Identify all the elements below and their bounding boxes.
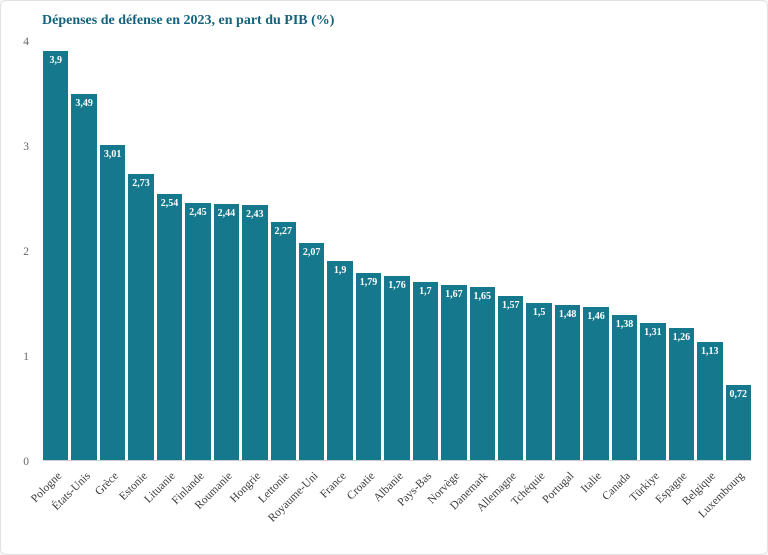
bar: 2,27 (270, 222, 296, 460)
bar: 3,49 (71, 94, 97, 460)
chart-title: Dépenses de défense en 2023, en part du … (42, 13, 335, 28)
x-tick-label: Italie (579, 470, 605, 496)
x-tick-slot: Estonie (117, 462, 153, 552)
bar: 3,9 (43, 51, 69, 460)
bar-value-label: 1,46 (587, 311, 605, 323)
y-tick-label: 0 (23, 456, 29, 468)
x-tick-slot: Tchéquie (509, 462, 551, 552)
bar: 3,01 (99, 144, 126, 460)
x-tick-slot: Portugal (540, 462, 580, 552)
bar-value-label: 3,49 (75, 98, 93, 110)
y-tick-label: 2 (23, 246, 29, 258)
x-tick-slot: Roumanie (193, 462, 239, 552)
x-tick-slot: Italie (579, 462, 608, 552)
bar: 1,79 (355, 272, 382, 460)
x-tick-slot: Albanie (371, 462, 409, 552)
x-tick-slot: Lituanie (142, 462, 182, 552)
bar: 1,48 (554, 304, 581, 460)
bar-value-label: 1,26 (672, 332, 691, 344)
plot-area: 3,9 3,49 3,01 2,73 2,54 2,45 2,44 2,43 2,27 2,07 1… (43, 41, 751, 461)
x-tick-slot: Grèce (93, 462, 125, 552)
y-tick-label: 3 (23, 141, 29, 153)
bar-value-label: 1,79 (359, 276, 378, 288)
bar: 1,38 (611, 315, 638, 460)
y-tick-label: 4 (23, 36, 29, 48)
bar: 0,72 (725, 384, 751, 460)
bar-value-label: 2,07 (302, 247, 321, 259)
x-tick-slot: Croatie (345, 462, 381, 552)
bar-value-label: 1,13 (701, 345, 719, 357)
bar: 1,65 (469, 287, 495, 460)
y-axis: 0 1 2 3 4 (1, 36, 39, 468)
bar-value-label: 1,76 (388, 279, 406, 291)
bar-value-label: 1,5 (532, 306, 546, 318)
x-tick-slot: Luxembourg (696, 462, 751, 552)
bar: 2,73 (128, 174, 154, 460)
x-tick-slot: Canada (600, 462, 637, 552)
bar: 1,26 (668, 328, 695, 460)
x-tick-slot: États-Unis (50, 462, 96, 552)
x-tick-slot: Espagne (654, 462, 694, 552)
bar: 2,07 (298, 243, 325, 460)
bar-value-label: 2,43 (246, 209, 264, 221)
bar-value-label: 2,73 (132, 178, 150, 190)
bar: 1,13 (697, 341, 723, 460)
bar: 1,9 (327, 260, 353, 460)
bar-value-label: 1,31 (644, 326, 662, 338)
x-axis: Pologne États-Unis Grèce Estonie Lituanie Fin… (29, 462, 751, 552)
bar: 1,31 (640, 322, 666, 460)
bar: 2,43 (242, 205, 268, 460)
bar-value-label: 1,48 (558, 308, 577, 320)
x-tick-slot: Türkiye (627, 462, 665, 552)
bar: 2,44 (213, 204, 240, 460)
bar-value-label: 1,7 (419, 285, 432, 297)
bar: 1,57 (498, 295, 524, 460)
bar: 1,67 (441, 285, 467, 460)
bar-value-label: 0,72 (729, 388, 747, 400)
bar: 1,7 (412, 281, 439, 460)
bar-value-label: 2,45 (189, 207, 207, 219)
bar-value-label: 2,27 (274, 226, 292, 238)
bar-value-label: 1,67 (445, 289, 463, 301)
bar-value-label: 3,9 (49, 55, 62, 67)
bar: 2,45 (185, 203, 211, 460)
y-tick-label: 1 (23, 351, 29, 363)
bar: 1,76 (384, 275, 410, 460)
bar-value-label: 2,44 (217, 208, 236, 220)
bar-value-label: 1,57 (501, 299, 520, 311)
bar-value-label: 3,01 (103, 148, 122, 160)
bar: 1,46 (583, 307, 609, 460)
bar-value-label: 2,54 (160, 197, 179, 209)
bar-value-label: 1,65 (473, 291, 492, 303)
bar-value-label: 1,9 (333, 264, 347, 276)
x-tick-slot: Pays-Bas (395, 462, 438, 552)
bar: 2,54 (156, 193, 183, 460)
x-tick-slot: Royaume-Uni (266, 462, 324, 552)
x-tick-slot: Hongrie (228, 462, 267, 552)
bar-value-label: 1,38 (615, 319, 634, 331)
x-tick-slot: Allemagne (475, 462, 523, 552)
x-tick-slot: France (318, 462, 352, 552)
bar: 1,5 (526, 302, 552, 460)
